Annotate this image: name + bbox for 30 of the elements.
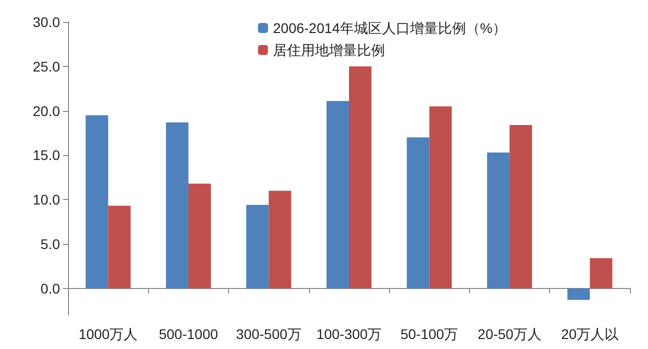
bar (326, 101, 349, 288)
bar (406, 137, 430, 288)
y-tick-label: 25.0 (32, 58, 60, 74)
x-tick-label: 100-300万 (316, 326, 382, 342)
bar (510, 124, 532, 288)
x-tick-label: 1000万人 (78, 326, 138, 342)
y-tick-label: 15.0 (32, 147, 60, 164)
y-tick-label: 5.0 (40, 236, 60, 252)
bar (166, 122, 188, 288)
x-tick-label: 300-500万 (236, 326, 302, 342)
bar (108, 206, 131, 288)
legend-label: 居住用地增量比例 (273, 42, 385, 58)
bar (268, 190, 292, 288)
bar (349, 66, 372, 288)
y-tick-label: 30.0 (32, 14, 60, 30)
x-tick-label: 500-1000 (158, 326, 218, 342)
x-tick-label: 20万人以 (561, 326, 619, 342)
legend-label: 2006-2014年城区人口增量比例（%） (273, 20, 506, 36)
y-tick-label: 20.0 (32, 102, 60, 119)
bar (567, 288, 590, 300)
bar (590, 258, 612, 288)
x-tick-label: 20-50万人 (478, 326, 542, 342)
bar (487, 152, 510, 288)
bar (246, 204, 269, 288)
bar (188, 184, 211, 288)
y-tick-label: 0.0 (40, 280, 60, 296)
bar (429, 106, 452, 288)
y-tick-label: 10.0 (32, 192, 60, 208)
bar (86, 115, 108, 288)
x-tick-label: 50-100万 (400, 326, 458, 342)
